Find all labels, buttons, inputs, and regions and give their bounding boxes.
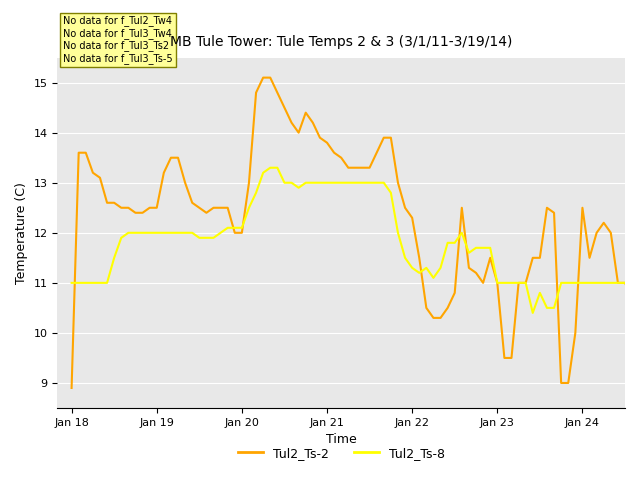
Tul2_Ts-2 xyxy=(408,215,416,221)
Tul2_Ts-8 xyxy=(529,310,536,316)
Tul2_Ts-2 xyxy=(68,385,76,391)
Tul2_Ts-2 xyxy=(572,330,579,336)
Tul2_Ts-8 xyxy=(458,230,466,236)
X-axis label: Time: Time xyxy=(326,433,356,446)
Tul2_Ts-8 xyxy=(436,265,444,271)
Tul2_Ts-2 xyxy=(415,255,423,261)
Tul2_Ts-8 xyxy=(408,265,416,271)
Tul2_Ts-8 xyxy=(579,280,586,286)
Tul2_Ts-8 xyxy=(266,165,274,170)
Tul2_Ts-8 xyxy=(323,180,331,186)
Tul2_Ts-2 xyxy=(436,315,444,321)
Tul2_Ts-8 xyxy=(68,280,76,286)
Tul2_Ts-2 xyxy=(628,295,636,301)
Line: Tul2_Ts-2: Tul2_Ts-2 xyxy=(72,78,632,388)
Tul2_Ts-8 xyxy=(628,280,636,286)
Text: No data for f_Tul2_Tw4
No data for f_Tul3_Tw4
No data for f_Tul3_Ts2
No data for: No data for f_Tul2_Tw4 No data for f_Tul… xyxy=(63,15,173,64)
Line: Tul2_Ts-8: Tul2_Ts-8 xyxy=(72,168,632,313)
Tul2_Ts-2 xyxy=(323,140,331,145)
Tul2_Ts-2 xyxy=(259,75,267,81)
Title: MB Tule Tower: Tule Temps 2 & 3 (3/1/11-3/19/14): MB Tule Tower: Tule Temps 2 & 3 (3/1/11-… xyxy=(170,36,513,49)
Tul2_Ts-8 xyxy=(415,270,423,276)
Legend: Tul2_Ts-2, Tul2_Ts-8: Tul2_Ts-2, Tul2_Ts-8 xyxy=(233,442,450,465)
Tul2_Ts-2 xyxy=(458,205,466,211)
Y-axis label: Temperature (C): Temperature (C) xyxy=(15,182,28,284)
